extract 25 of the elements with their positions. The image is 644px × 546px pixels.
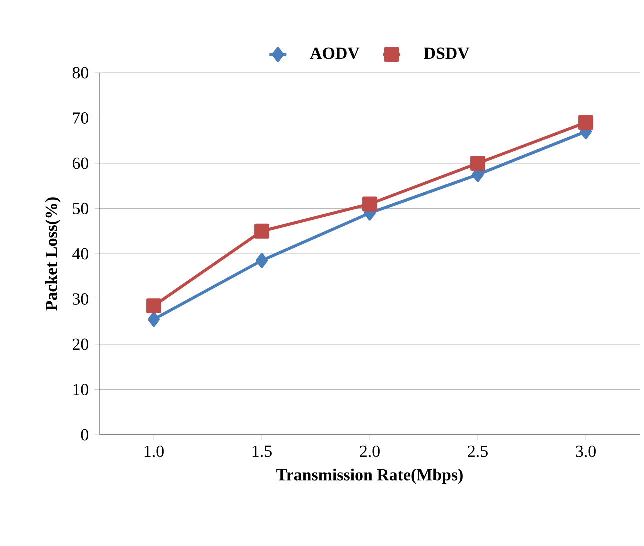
x-axis-title: Transmission Rate(Mbps)	[276, 468, 463, 484]
y-tick-label: 20	[72, 338, 89, 350]
point	[470, 156, 486, 171]
legend-label: DSDV	[424, 48, 470, 60]
point	[362, 196, 378, 212]
point	[256, 253, 268, 268]
point	[148, 312, 160, 328]
point	[146, 298, 162, 314]
x-tick-label: 3.0	[576, 446, 596, 458]
y-tick-label: 50	[73, 203, 89, 214]
point	[254, 224, 270, 239]
legend-label: AODV	[310, 48, 360, 60]
y-tick-label: 70	[73, 112, 89, 124]
y-tick-label: 10	[74, 384, 89, 396]
x-tick-label: 1.0	[144, 446, 164, 458]
x-tick-label: 2.5	[468, 446, 488, 458]
y-tick-label: 30	[73, 294, 89, 305]
y-tick-label: 80	[72, 67, 89, 79]
y-tick-label: 40	[72, 248, 89, 260]
y-axis-title: Packet Loss(%)	[45, 198, 61, 311]
x-tick-label: 2.0	[360, 446, 380, 458]
y-tick-label: 0	[81, 429, 89, 441]
x-tick-label: 1.5	[252, 446, 272, 458]
point	[578, 115, 594, 130]
y-tick-label: 60	[72, 158, 89, 170]
